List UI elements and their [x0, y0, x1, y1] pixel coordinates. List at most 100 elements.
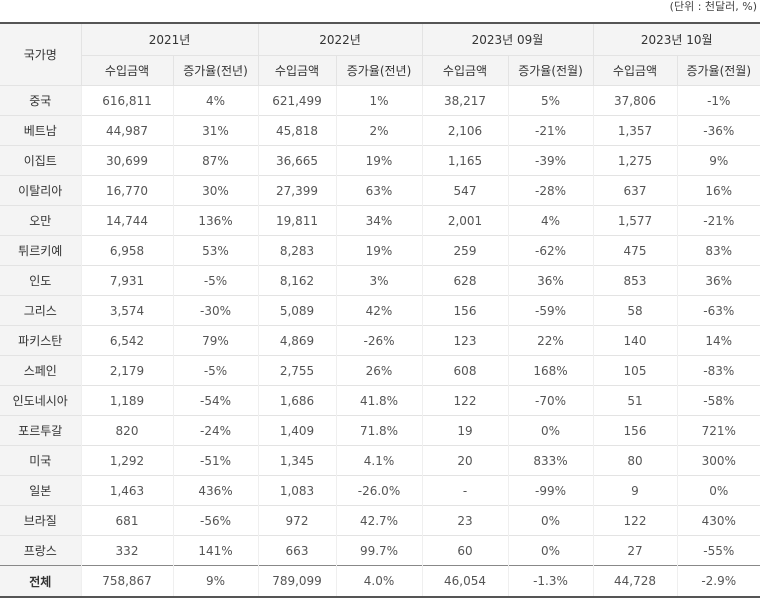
- table-cell: 0%: [507, 505, 593, 536]
- table-cell: 156: [592, 415, 677, 446]
- table-cell: 1%: [335, 85, 422, 116]
- header-country: 국가명: [0, 22, 81, 86]
- table-body: 중국 616,811 4% 621,499 1% 38,217 5% 37,806 -1% 베트남…: [0, 85, 760, 597]
- table-cell: 37,806: [592, 85, 677, 116]
- table-cell: 19: [421, 415, 508, 446]
- table-cell: 616,811: [80, 85, 173, 116]
- table-cell: 44,987: [80, 115, 173, 146]
- country-name: 그리스: [0, 295, 81, 326]
- table-cell: 8,162: [257, 265, 336, 296]
- table-cell: 42%: [335, 295, 422, 326]
- header-sub-column: 증가율(전월): [676, 55, 760, 86]
- table-cell: 36%: [676, 265, 760, 296]
- table-cell: -1.3%: [507, 565, 593, 597]
- table-cell: 259: [421, 235, 508, 266]
- table-cell: 36,665: [257, 145, 336, 176]
- table-cell: 27,399: [257, 175, 336, 206]
- country-name: 베트남: [0, 115, 81, 146]
- table-cell: -5%: [172, 355, 258, 386]
- table-cell: -24%: [172, 415, 258, 446]
- table-cell: 2,755: [257, 355, 336, 386]
- table-cell: 4%: [507, 205, 593, 236]
- table-cell: -70%: [507, 385, 593, 416]
- table-cell: 1,292: [80, 445, 173, 476]
- table-cell: -5%: [172, 265, 258, 296]
- table-cell: 663: [257, 535, 336, 566]
- table-cell: 1,357: [592, 115, 677, 146]
- table-cell: 820: [80, 415, 173, 446]
- table-cell: -59%: [507, 295, 593, 326]
- table-cell: 105: [592, 355, 677, 386]
- header-sub-column: 수입금액: [592, 55, 677, 86]
- table-row: 그리스 3,574 -30% 5,089 42% 156 -59% 58 -63%: [0, 295, 760, 326]
- table-cell: 436%: [172, 475, 258, 506]
- country-name: 스페인: [0, 355, 81, 386]
- table-row: 파키스탄 6,542 79% 4,869 -26% 123 22% 140 14%: [0, 325, 760, 356]
- table-cell: 1,577: [592, 205, 677, 236]
- header-sub-column: 수입금액: [257, 55, 336, 86]
- table-cell: 123: [421, 325, 508, 356]
- table-cell: 58: [592, 295, 677, 326]
- table-cell: 4.1%: [335, 445, 422, 476]
- table-row: 스페인 2,179 -5% 2,755 26% 608 168% 105 -83%: [0, 355, 760, 386]
- table-cell: -: [421, 475, 508, 506]
- table-cell: 30%: [172, 175, 258, 206]
- table-cell: 628: [421, 265, 508, 296]
- table-cell: 83%: [676, 235, 760, 266]
- table-cell: 45,818: [257, 115, 336, 146]
- table-cell: -21%: [676, 205, 760, 236]
- country-name: 인도: [0, 265, 81, 296]
- table-row: 일본 1,463 436% 1,083 -26.0% - -99% 9 0%: [0, 475, 760, 506]
- table-cell: 0%: [507, 415, 593, 446]
- table-row: 튀르키예 6,958 53% 8,283 19% 259 -62% 475 83%: [0, 235, 760, 266]
- table-cell: 168%: [507, 355, 593, 386]
- table-cell: 16,770: [80, 175, 173, 206]
- table-row: 중국 616,811 4% 621,499 1% 38,217 5% 37,806 -1%: [0, 85, 760, 116]
- table-cell: 31%: [172, 115, 258, 146]
- header-period-2023-10: 2023년 10월: [592, 22, 760, 56]
- table-cell: 2,106: [421, 115, 508, 146]
- table-cell: 51: [592, 385, 677, 416]
- table-cell: 608: [421, 355, 508, 386]
- table-cell: 87%: [172, 145, 258, 176]
- table-cell: 19%: [335, 235, 422, 266]
- table-cell: 136%: [172, 205, 258, 236]
- table-cell: 621,499: [257, 85, 336, 116]
- table-cell: 0%: [507, 535, 593, 566]
- header-period-2023-09: 2023년 09월: [421, 22, 593, 56]
- table-cell: -51%: [172, 445, 258, 476]
- table-cell: -62%: [507, 235, 593, 266]
- table-row: 포르투갈 820 -24% 1,409 71.8% 19 0% 156 721%: [0, 415, 760, 446]
- table-cell: 42.7%: [335, 505, 422, 536]
- table-cell: 22%: [507, 325, 593, 356]
- table-cell: 3%: [335, 265, 422, 296]
- table-cell: -26%: [335, 325, 422, 356]
- table-cell: 27: [592, 535, 677, 566]
- table-cell: -36%: [676, 115, 760, 146]
- table-cell: 300%: [676, 445, 760, 476]
- table-cell: -99%: [507, 475, 593, 506]
- table-cell: 79%: [172, 325, 258, 356]
- table-cell: -2.9%: [676, 565, 760, 597]
- header-sub-column: 증가율(전월): [507, 55, 593, 86]
- table-row: 베트남 44,987 31% 45,818 2% 2,106 -21% 1,357 -36%: [0, 115, 760, 146]
- table-cell: 9%: [676, 145, 760, 176]
- table-cell: -63%: [676, 295, 760, 326]
- country-name: 프랑스: [0, 535, 81, 566]
- table-cell: 141%: [172, 535, 258, 566]
- table-cell: 789,099: [257, 565, 336, 597]
- table-cell: 156: [421, 295, 508, 326]
- table-cell: 332: [80, 535, 173, 566]
- table-cell: 9: [592, 475, 677, 506]
- table-cell: 99.7%: [335, 535, 422, 566]
- header-period-2021: 2021년: [80, 22, 258, 56]
- table-cell: 681: [80, 505, 173, 536]
- table-cell: 758,867: [80, 565, 173, 597]
- table-cell: 34%: [335, 205, 422, 236]
- table-cell: 19%: [335, 145, 422, 176]
- table-cell: 14%: [676, 325, 760, 356]
- table-cell: 30,699: [80, 145, 173, 176]
- table-cell: 1,083: [257, 475, 336, 506]
- table-cell: 71.8%: [335, 415, 422, 446]
- table-cell: -56%: [172, 505, 258, 536]
